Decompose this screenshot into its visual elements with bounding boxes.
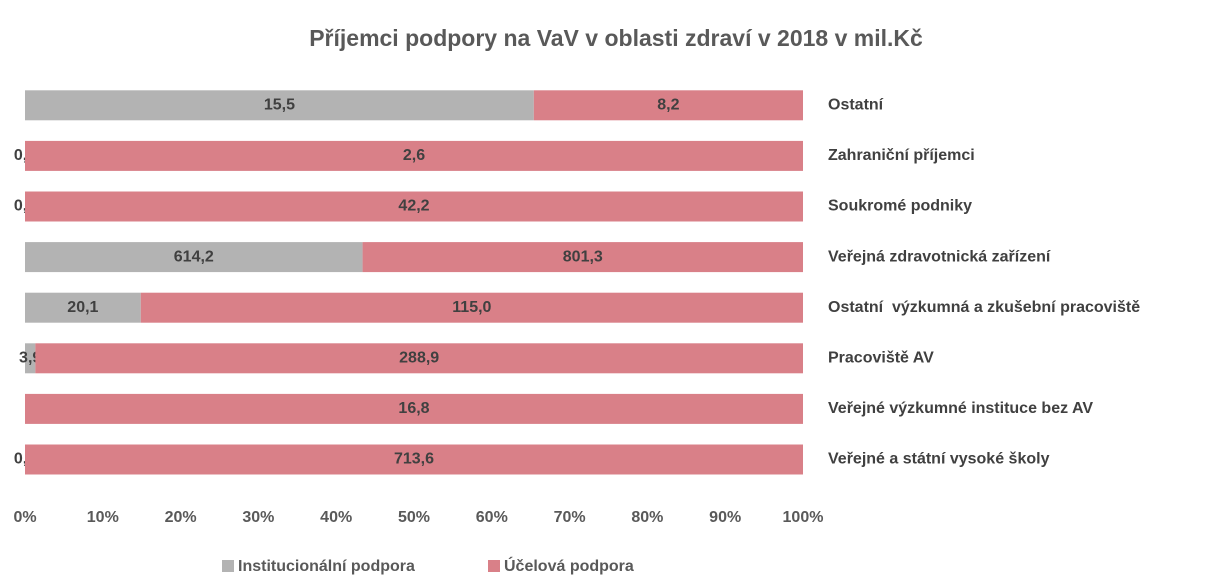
bar-segment (25, 242, 363, 273)
category-label: Veřejné výzkumné instituce bez AV (828, 400, 1093, 417)
legend-swatch (222, 560, 234, 572)
data-label: 16,8 (398, 400, 429, 417)
data-label: 614,2 (174, 248, 214, 265)
x-tick-label: 20% (165, 509, 197, 526)
bar-segment (362, 242, 803, 273)
data-label: 15,5 (264, 97, 295, 114)
category-label: Zahraniční příjemci (828, 147, 975, 164)
x-tick-label: 40% (320, 509, 352, 526)
bar-segment (25, 191, 803, 222)
category-label: Soukromé podniky (828, 198, 972, 215)
data-label: 2,6 (403, 147, 425, 164)
data-label: 288,9 (399, 350, 439, 367)
x-tick-label: 70% (554, 509, 586, 526)
data-label: 8,2 (657, 97, 679, 114)
x-tick-label: 10% (87, 509, 119, 526)
x-tick-label: 100% (783, 509, 824, 526)
data-label: 42,2 (398, 198, 429, 215)
category-label: Pracoviště AV (828, 350, 934, 367)
x-tick-label: 60% (476, 509, 508, 526)
chart-title: Příjemci podpory na VaV v oblasti zdraví… (309, 25, 923, 51)
category-label: Veřejné a státní vysoké školy (828, 451, 1050, 468)
bar-segment (25, 90, 534, 121)
x-tick-label: 50% (398, 509, 430, 526)
legend-label: Účelová podpora (504, 556, 634, 575)
legend-swatch (488, 560, 500, 572)
bar-segment (25, 140, 803, 171)
bar-segment (25, 343, 36, 374)
x-tick-label: 90% (709, 509, 741, 526)
category-label: Veřejná zdravotnická zařízení (828, 248, 1051, 265)
bar-segment (533, 90, 803, 121)
x-tick-label: 30% (242, 509, 274, 526)
data-label: 713,6 (394, 451, 434, 468)
bar-segment (25, 393, 803, 424)
category-label: Ostatní výzkumná a zkušební pracoviště (828, 299, 1140, 316)
category-label: Ostatní (828, 97, 884, 114)
bar-segment (25, 444, 803, 475)
data-label: 115,0 (452, 299, 491, 316)
bar-segment (35, 343, 803, 374)
bar-segment (25, 292, 141, 323)
legend-label: Institucionální podpora (238, 558, 415, 575)
x-tick-label: 0% (13, 509, 36, 526)
x-tick-label: 80% (631, 509, 663, 526)
data-label: 801,3 (563, 248, 603, 265)
data-label: 20,1 (67, 299, 98, 316)
bar-segment (140, 292, 803, 323)
